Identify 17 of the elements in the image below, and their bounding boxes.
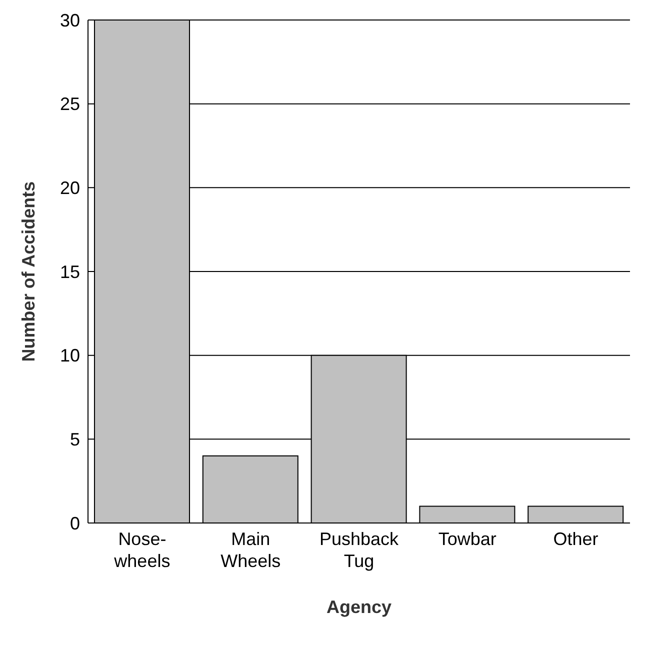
bar — [202, 455, 298, 523]
x-tick-label: Towbar — [438, 529, 496, 549]
x-tick-label: Pushback Tug — [319, 529, 400, 571]
y-axis-title: Number of Accidents — [18, 181, 38, 362]
y-tick-label: 25 — [60, 94, 80, 114]
y-tick-label: 30 — [60, 10, 80, 30]
x-tick-label: Other — [553, 529, 598, 549]
y-tick-label: 15 — [60, 262, 80, 282]
x-tick-label: Nose-wheels — [113, 529, 170, 571]
y-tick-label: 20 — [60, 178, 80, 198]
x-axis-title: Agency — [326, 597, 392, 617]
x-tick-label: Main Wheels — [220, 529, 281, 571]
bar — [419, 506, 516, 523]
y-tick-label: 10 — [60, 346, 80, 366]
y-tick-label: 5 — [70, 430, 80, 450]
y-tick-label: 0 — [70, 513, 80, 534]
bar — [528, 506, 624, 523]
